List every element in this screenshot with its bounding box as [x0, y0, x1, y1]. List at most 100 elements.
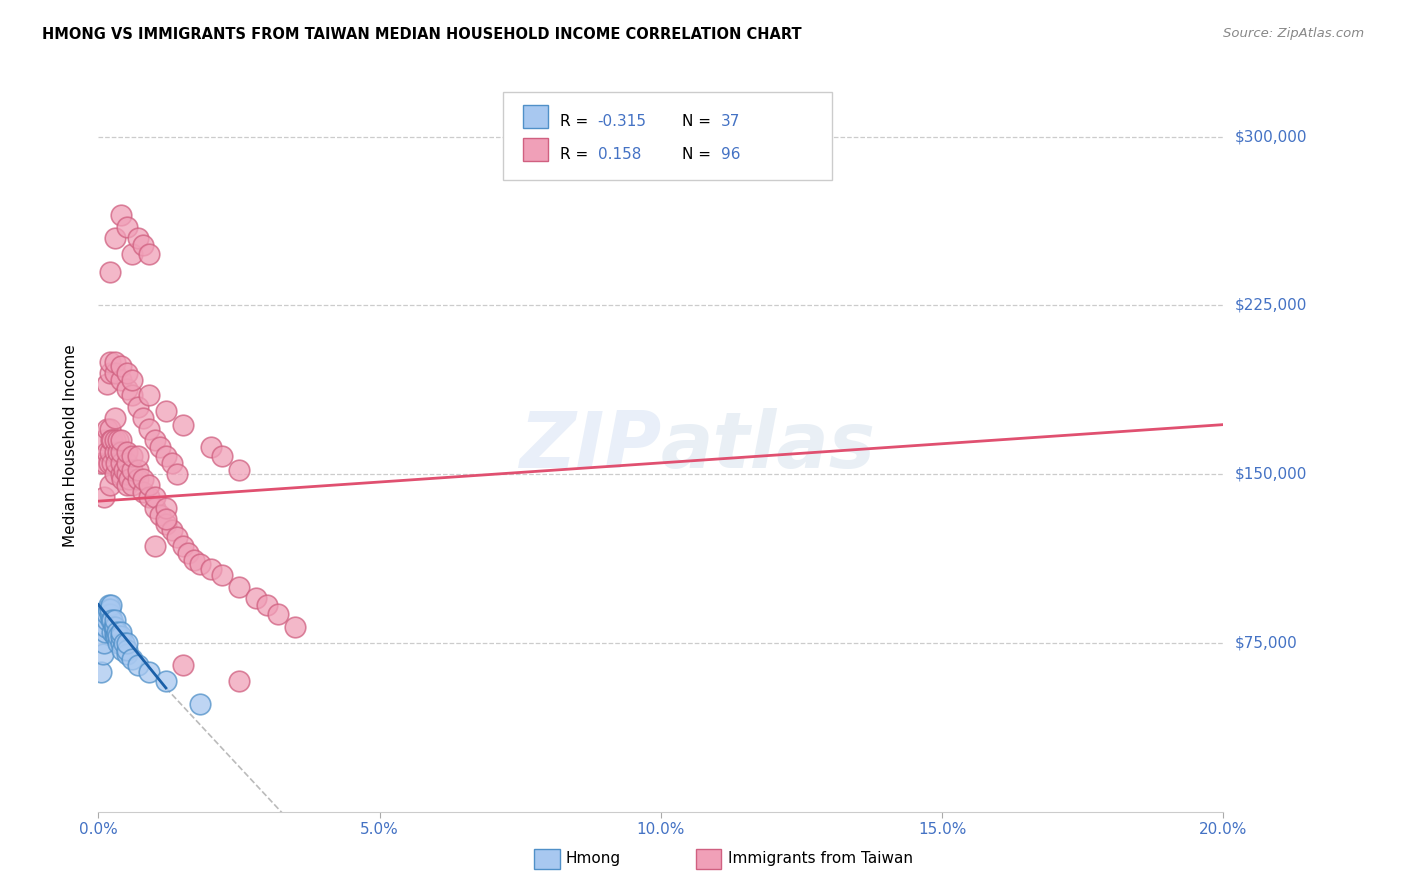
Point — [115, 444, 138, 458]
Point — [98, 478, 121, 492]
Point — [112, 462, 135, 476]
Point — [104, 231, 127, 245]
Point — [110, 624, 132, 639]
Point — [155, 512, 177, 526]
Text: Hmong: Hmong — [565, 851, 620, 865]
Point — [127, 462, 149, 476]
Point — [138, 490, 160, 504]
Point — [110, 636, 132, 650]
Point — [98, 602, 121, 616]
Text: Source: ZipAtlas.com: Source: ZipAtlas.com — [1223, 27, 1364, 40]
Point — [127, 449, 149, 463]
Point — [110, 444, 132, 458]
Point — [121, 388, 143, 402]
Point — [98, 607, 121, 621]
Text: R =: R = — [560, 114, 593, 129]
Point — [98, 264, 121, 278]
Point — [96, 607, 118, 621]
Point — [94, 624, 117, 639]
Point — [228, 580, 250, 594]
Point — [115, 642, 138, 657]
Point — [115, 467, 138, 482]
Point — [115, 478, 138, 492]
Point — [183, 552, 205, 566]
Point — [211, 568, 233, 582]
Point — [200, 440, 222, 454]
Point — [267, 607, 290, 621]
Point — [211, 449, 233, 463]
Point — [166, 467, 188, 482]
Text: $150,000: $150,000 — [1234, 467, 1306, 482]
Point — [104, 354, 127, 368]
Point — [96, 444, 118, 458]
Point — [97, 602, 120, 616]
Text: $300,000: $300,000 — [1234, 129, 1306, 144]
Text: -0.315: -0.315 — [598, 114, 647, 129]
Point — [104, 624, 127, 639]
Point — [188, 697, 211, 711]
Point — [96, 377, 118, 392]
Text: 37: 37 — [721, 114, 741, 129]
Point — [115, 636, 138, 650]
Point — [98, 366, 121, 380]
Point — [111, 642, 134, 657]
Point — [138, 388, 160, 402]
Text: $225,000: $225,000 — [1234, 298, 1306, 313]
Point — [93, 434, 115, 448]
Point — [115, 219, 138, 234]
Text: N =: N = — [682, 147, 716, 162]
Text: N =: N = — [682, 114, 716, 129]
Point — [138, 246, 160, 260]
Point — [172, 417, 194, 432]
Point — [91, 647, 114, 661]
Point — [155, 674, 177, 689]
Point — [107, 629, 129, 643]
Text: HMONG VS IMMIGRANTS FROM TAIWAN MEDIAN HOUSEHOLD INCOME CORRELATION CHART: HMONG VS IMMIGRANTS FROM TAIWAN MEDIAN H… — [42, 27, 801, 42]
Point — [107, 434, 129, 448]
Point — [110, 456, 132, 470]
Point — [228, 462, 250, 476]
Point — [93, 490, 115, 504]
Point — [98, 422, 121, 436]
Point — [155, 516, 177, 531]
Point — [127, 231, 149, 245]
Point — [121, 462, 143, 476]
Point — [143, 539, 166, 553]
Point — [155, 500, 177, 515]
Point — [121, 651, 143, 665]
Text: 0.158: 0.158 — [598, 147, 641, 162]
Text: ZIP: ZIP — [519, 408, 661, 484]
Point — [110, 373, 132, 387]
Point — [111, 472, 134, 486]
Text: atlas: atlas — [661, 408, 876, 484]
Point — [127, 658, 149, 673]
Point — [110, 629, 132, 643]
Point — [101, 624, 124, 639]
Point — [121, 449, 143, 463]
Point — [90, 665, 112, 680]
Point — [160, 456, 183, 470]
Point — [101, 456, 124, 470]
Point — [110, 467, 132, 482]
Point — [110, 208, 132, 222]
Text: R =: R = — [560, 147, 598, 162]
Point — [104, 614, 127, 628]
Point — [143, 500, 166, 515]
Point — [121, 373, 143, 387]
Point — [138, 478, 160, 492]
Point — [100, 434, 122, 448]
Point — [104, 629, 127, 643]
Point — [121, 478, 143, 492]
Text: Immigrants from Taiwan: Immigrants from Taiwan — [728, 851, 914, 865]
Point — [143, 434, 166, 448]
Point — [107, 636, 129, 650]
Point — [110, 359, 132, 373]
Point — [132, 410, 155, 425]
Point — [138, 422, 160, 436]
Point — [103, 620, 125, 634]
Point — [228, 674, 250, 689]
Point — [149, 440, 172, 454]
Text: 96: 96 — [721, 147, 741, 162]
Point — [155, 404, 177, 418]
Point — [127, 400, 149, 414]
